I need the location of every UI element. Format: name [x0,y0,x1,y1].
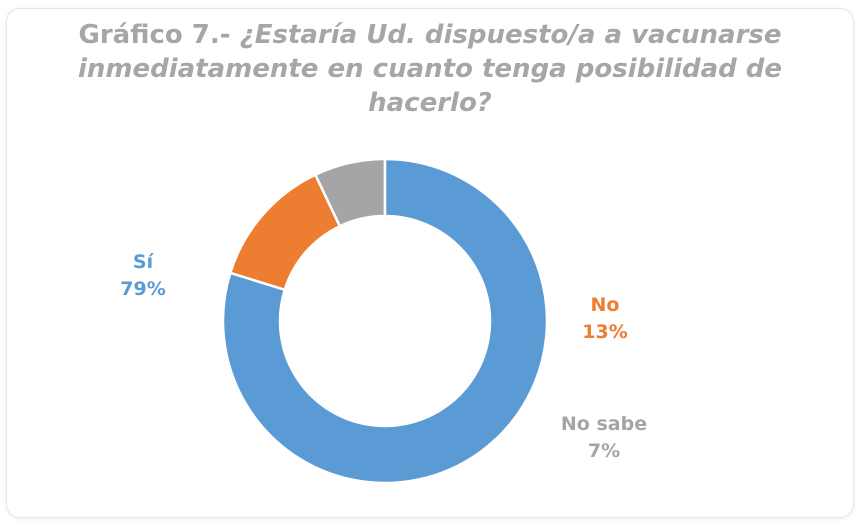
label-si-category: Sí [133,251,155,273]
donut-slices [221,157,549,485]
label-si-value: 79% [120,278,165,300]
chart-title: Gráfico 7.- ¿Estaría Ud. dispuesto/a a v… [60,18,800,120]
slice-labels: Sí 79% No 13% No sabe 7% [120,251,647,462]
label-no-sabe-value: 7% [588,440,620,462]
label-no-sabe-category: No sabe [561,413,647,435]
chart-title-question: ¿Estaría Ud. dispuesto/a a vacunarse inm… [77,20,783,118]
chart-title-prefix: Gráfico 7.- [78,20,231,50]
slice-si [221,157,549,485]
label-no-value: 13% [582,321,627,343]
label-no-category: No [591,294,620,316]
